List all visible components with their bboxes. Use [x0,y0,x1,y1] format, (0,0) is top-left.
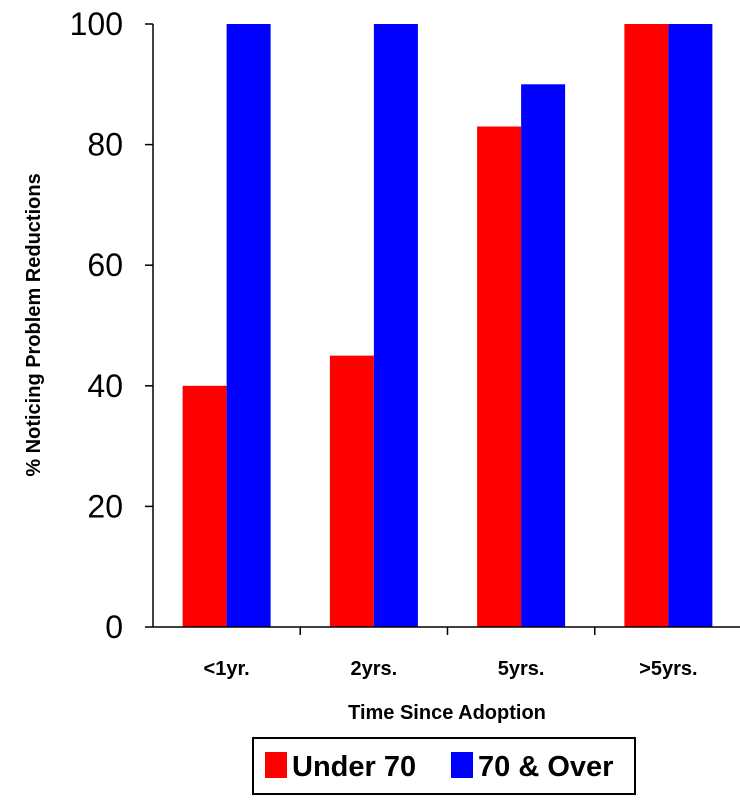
bar-70-and-over [521,84,566,628]
x-category-label: >5yrs. [639,658,697,680]
y-tick-label: 100 [70,6,123,42]
y-ticks-group: 0 20 40 60 80 100 [70,6,153,645]
legend-label-under-70: Under 70 [292,751,416,783]
x-category-label: 5yrs. [498,658,545,680]
legend-box [252,737,636,795]
bars-group [182,24,713,628]
legend-label-70-and-over: 70 & Over [478,751,613,783]
axes-group [152,24,740,628]
legend: Under 70 70 & Over [252,737,636,795]
bar-under-70 [182,385,227,627]
bar-under-70 [624,24,669,627]
y-tick-label: 0 [105,609,123,645]
y-tick-label: 60 [87,247,123,283]
y-tick-label: 80 [87,127,123,163]
bar-under-70 [329,355,374,627]
bar-70-and-over [668,24,713,627]
x-category-label: 2yrs. [351,658,398,680]
x-axis-title: Time Since Adoption [348,702,546,724]
bar-70-and-over [226,24,271,627]
y-tick-label: 20 [87,488,123,524]
x-category-label: <1yr. [204,658,250,680]
bar-under-70 [477,126,522,627]
legend-swatch-under-70 [265,752,287,778]
bar-70-and-over [373,24,418,627]
x-ticks-group: <1yr. 2yrs. 5yrs. >5yrs. [204,627,698,680]
legend-swatch-70-and-over [451,752,473,778]
y-axis-title: % Noticing Problem Reductions [23,173,45,476]
y-tick-label: 40 [87,368,123,404]
